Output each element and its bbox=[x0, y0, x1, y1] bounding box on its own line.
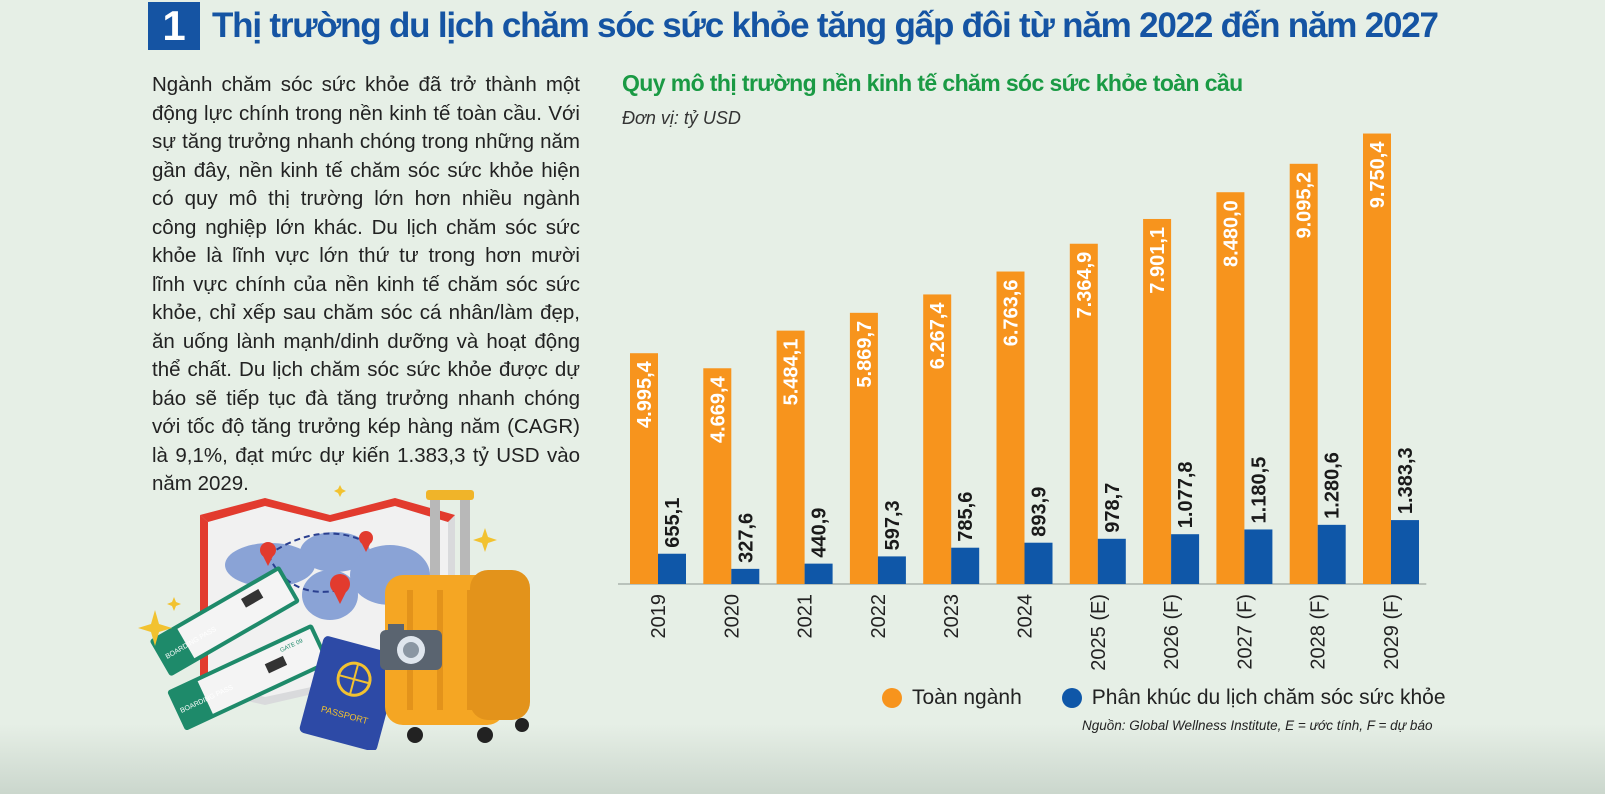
x-tick-label: 2023 bbox=[941, 594, 963, 639]
section-header: 1 Thị trường du lịch chăm sóc sức khỏe t… bbox=[148, 2, 1439, 50]
section-title: Thị trường du lịch chăm sóc sức khỏe tăn… bbox=[212, 6, 1439, 45]
bar-tourism bbox=[951, 547, 980, 584]
x-tick-label: 2029 (F) bbox=[1381, 594, 1403, 670]
bottom-shadow bbox=[0, 724, 1605, 794]
x-tick-label: 2026 (F) bbox=[1161, 594, 1183, 670]
bar-tourism bbox=[1097, 538, 1126, 584]
bar-tourism bbox=[1317, 524, 1346, 584]
data-label-tourism: 1.383,3 bbox=[1395, 447, 1417, 514]
bar-total bbox=[1216, 192, 1245, 584]
x-tick-label: 2028 (F) bbox=[1308, 594, 1330, 670]
data-label-total: 7.364,9 bbox=[1074, 252, 1096, 319]
chart-title: Quy mô thị trường nền kinh tế chăm sóc s… bbox=[622, 70, 1243, 96]
bar-tourism bbox=[731, 568, 760, 584]
legend-label-tourism: Phân khúc du lịch chăm sóc sức khỏe bbox=[1091, 686, 1446, 709]
data-label-tourism: 327,6 bbox=[735, 513, 757, 563]
travel-illustration: BOARDING PASS BOARDING PASS GATE 09 PASS… bbox=[138, 485, 530, 750]
data-label-total: 8.480,0 bbox=[1220, 200, 1242, 267]
data-label-tourism: 978,7 bbox=[1102, 483, 1124, 533]
x-tick-label: 2027 (F) bbox=[1234, 594, 1256, 670]
bar-tourism bbox=[877, 556, 906, 584]
bar-total bbox=[1069, 243, 1098, 584]
data-label-total: 4.995,4 bbox=[634, 360, 656, 428]
bar-total bbox=[996, 271, 1025, 584]
source-note: Nguồn: Global Wellness Institute, E = ướ… bbox=[1082, 718, 1433, 733]
legend-item-tourism: Phân khúc du lịch chăm sóc sức khỏe bbox=[1061, 686, 1446, 710]
bar-tourism bbox=[1024, 542, 1053, 584]
data-label-total: 5.869,7 bbox=[854, 321, 876, 388]
bar-total bbox=[849, 312, 878, 584]
bar-total bbox=[630, 353, 658, 584]
x-tick-label: 2019 bbox=[648, 594, 670, 639]
legend-label-total: Toàn ngành bbox=[912, 686, 1022, 709]
bar-tourism bbox=[1244, 529, 1273, 584]
passport-icon: PASSPORT bbox=[299, 636, 401, 750]
chart-legend: Toàn ngành Phân khúc du lịch chăm sóc sứ… bbox=[882, 686, 1486, 710]
x-tick-label: 2021 bbox=[795, 594, 817, 639]
data-label-total: 5.484,1 bbox=[781, 339, 803, 406]
data-label-total: 9.095,2 bbox=[1294, 172, 1316, 239]
data-label-tourism: 440,9 bbox=[809, 508, 831, 558]
bar-tourism bbox=[658, 553, 686, 584]
data-label-total: 6.763,6 bbox=[1001, 280, 1023, 347]
data-label-tourism: 785,6 bbox=[955, 492, 977, 542]
suitcase-icon bbox=[385, 490, 530, 743]
data-label-total: 9.750,4 bbox=[1367, 141, 1389, 209]
data-label-total: 7.901,1 bbox=[1147, 227, 1169, 294]
bar-total bbox=[776, 330, 805, 584]
bar-total bbox=[1363, 133, 1391, 584]
bar-total bbox=[1143, 218, 1172, 584]
data-label-total: 6.267,4 bbox=[927, 302, 949, 370]
data-label-tourism: 1.280,6 bbox=[1322, 452, 1344, 519]
data-label-tourism: 1.077,8 bbox=[1175, 461, 1197, 528]
bar-tourism bbox=[1171, 534, 1200, 584]
data-label-tourism: 1.180,5 bbox=[1248, 457, 1270, 524]
x-tick-label: 2025 (E) bbox=[1088, 594, 1110, 671]
legend-swatch-tourism bbox=[1061, 688, 1082, 708]
x-tick-label: 2022 bbox=[868, 594, 890, 639]
body-paragraph: Ngành chăm sóc sức khỏe đã trở thành một… bbox=[152, 73, 580, 495]
location-pin-icon bbox=[260, 531, 373, 604]
x-tick-label: 2024 bbox=[1015, 594, 1037, 639]
section-number-badge: 1 bbox=[148, 2, 200, 50]
chart-unit: Đơn vị: tỷ USD bbox=[622, 108, 741, 128]
x-tick-label: 2020 bbox=[721, 594, 743, 639]
data-label-tourism: 655,1 bbox=[662, 498, 684, 548]
bar-tourism bbox=[804, 563, 833, 584]
legend-swatch-total bbox=[882, 688, 902, 708]
bar-tourism bbox=[1391, 520, 1419, 584]
data-label-total: 4.669,4 bbox=[707, 375, 729, 443]
boarding-pass-icon: BOARDING PASS bbox=[150, 566, 300, 676]
legend-item-total: Toàn ngành bbox=[882, 686, 1022, 710]
sparkle-icon bbox=[138, 485, 497, 646]
boarding-pass-icon-2: BOARDING PASS GATE 09 bbox=[167, 624, 330, 731]
camera-icon bbox=[380, 624, 442, 670]
data-label-tourism: 893,9 bbox=[1029, 487, 1051, 537]
bar-chart: 4.995,4 655,1 2019 4.669,4 327,6 2020 5.484,1 4… bbox=[618, 133, 1427, 671]
data-label-tourism: 597,3 bbox=[882, 500, 904, 550]
bar-total bbox=[923, 294, 952, 584]
bar-total bbox=[703, 368, 732, 584]
bar-total bbox=[1289, 163, 1318, 584]
